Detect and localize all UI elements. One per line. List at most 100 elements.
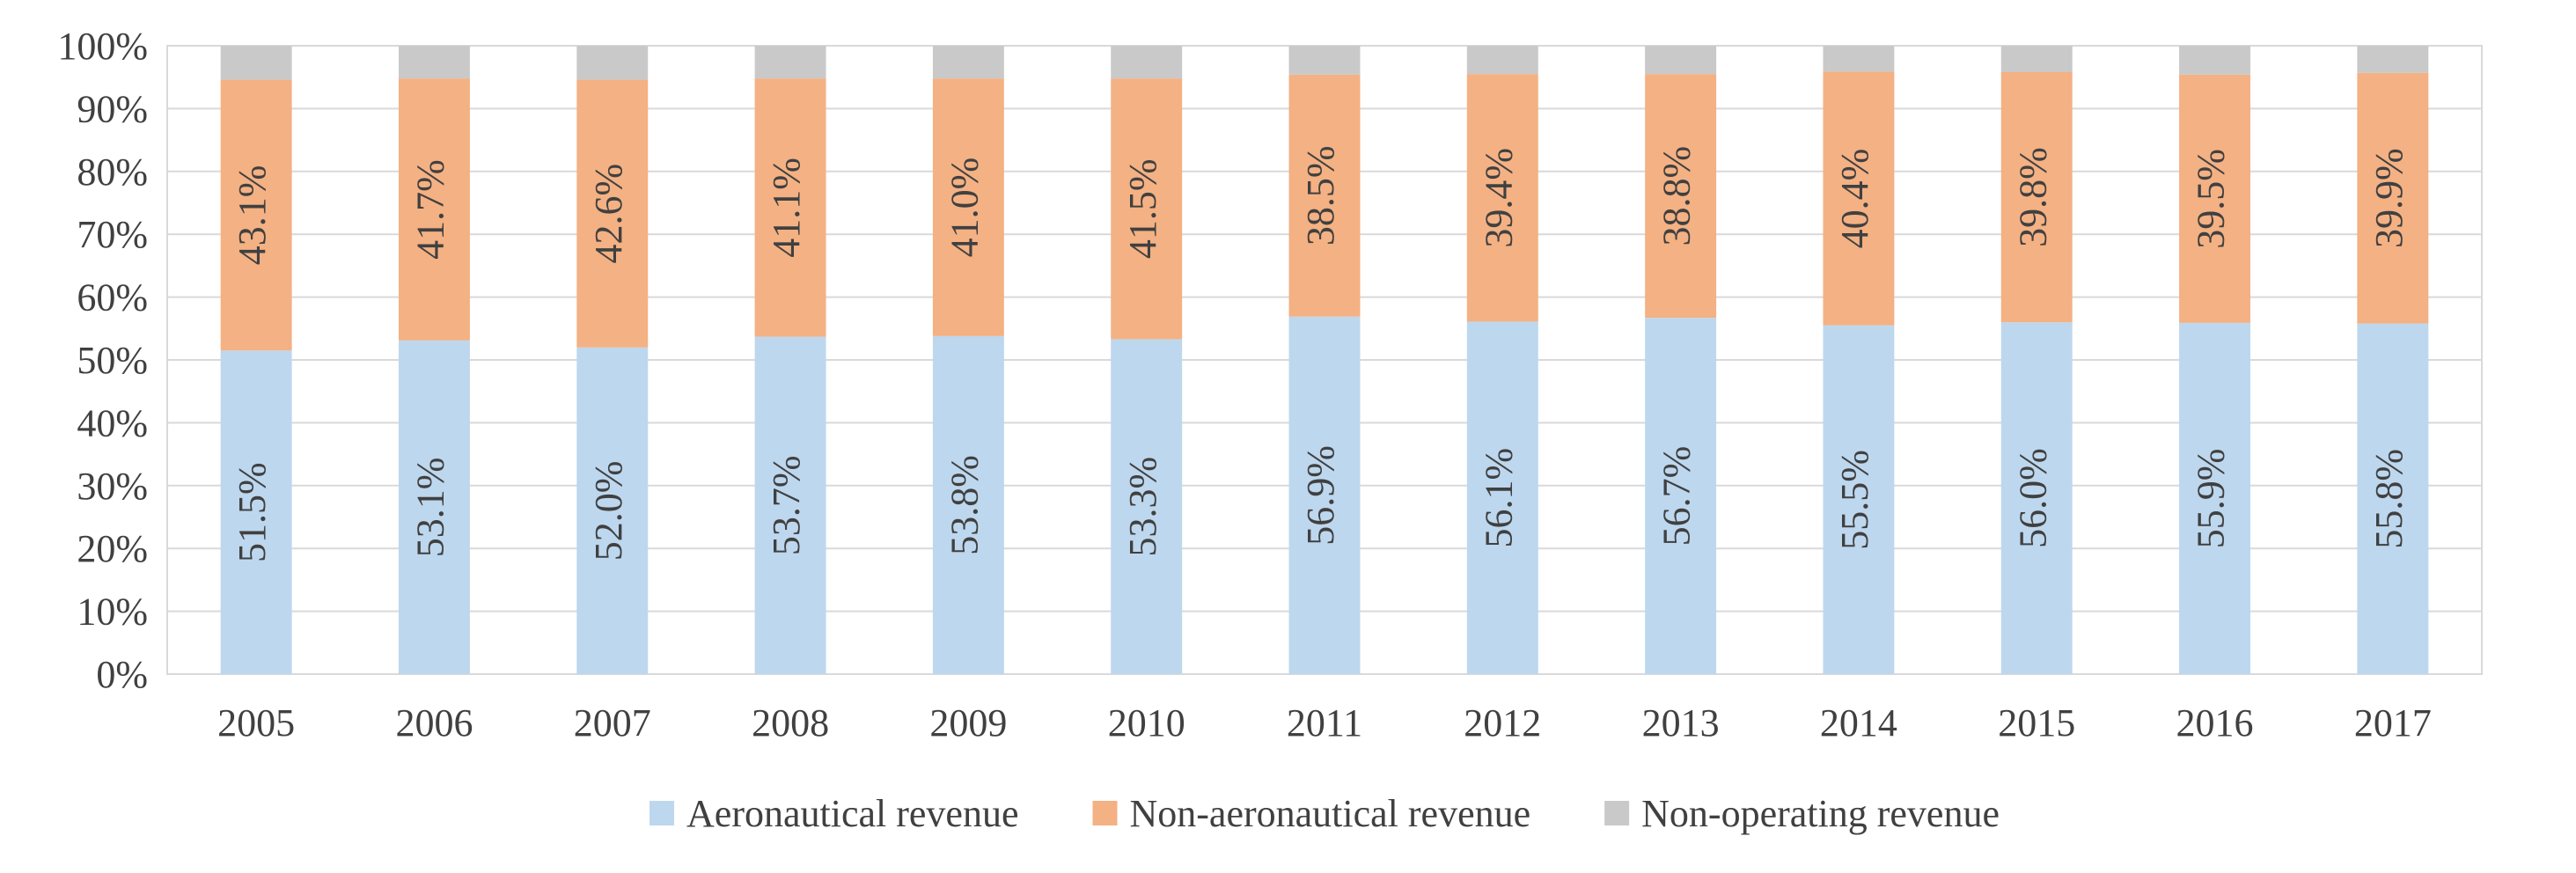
bar-segment — [1823, 71, 1895, 326]
x-tick-label: 2012 — [1464, 701, 1541, 745]
bar-segment — [220, 46, 292, 80]
x-tick-label: 2015 — [1998, 701, 2075, 745]
bar-segment — [576, 46, 649, 80]
legend-swatch — [1604, 801, 1630, 825]
bar-segment — [1111, 46, 1183, 79]
bar-segment — [2179, 322, 2250, 674]
x-axis: 2005 2006 2007 2008 2009 2010 2011 2012 2013 2014… — [217, 701, 2432, 745]
data-label: 53.1% — [409, 458, 452, 558]
bar-segment — [754, 336, 826, 674]
bar-segment — [1645, 74, 1717, 319]
legend: Aeronautical revenue Non-aeronautical rev… — [650, 792, 2000, 835]
y-tick-label: 50% — [77, 339, 148, 382]
x-tick-label: 2011 — [1287, 701, 1362, 745]
data-label: 39.9% — [2367, 148, 2411, 248]
bar-segment — [399, 46, 470, 79]
bar-segment — [932, 335, 1004, 674]
data-label: 38.8% — [1655, 146, 1699, 246]
bar-segment — [2000, 322, 2073, 674]
y-tick-label: 80% — [77, 150, 148, 194]
data-label: 39.5% — [2190, 149, 2233, 249]
legend-swatch — [1092, 801, 1118, 825]
bar-segment — [1823, 325, 1895, 674]
data-label: 56.0% — [2011, 448, 2054, 548]
data-label: 53.7% — [765, 455, 808, 555]
data-labels: 51.5% 43.1% 53.1% 41.7% 52.0% 42.6% 53.7% 41.1%… — [231, 145, 2411, 562]
data-label: 40.4% — [1833, 149, 1876, 249]
data-label: 53.3% — [1121, 457, 1164, 557]
bar-segment — [1466, 74, 1538, 322]
legend-label: Non-operating revenue — [1641, 792, 2000, 835]
data-label: 39.4% — [1477, 148, 1520, 248]
bar-segment — [2357, 72, 2429, 324]
y-tick-label: 30% — [77, 465, 148, 508]
bar-segment — [1466, 46, 1538, 75]
x-tick-label: 2010 — [1108, 701, 1185, 745]
bar-segment — [2179, 74, 2250, 323]
x-tick-label: 2008 — [752, 701, 829, 745]
bar-segment — [1288, 74, 1361, 317]
x-tick-label: 2016 — [2176, 701, 2254, 745]
data-label: 42.6% — [587, 164, 630, 264]
data-label: 56.7% — [1655, 446, 1699, 547]
y-axis: 0% 10% 20% 30% 40% 50% 60% 70% 80% 90% 100% — [57, 25, 148, 696]
data-label: 56.9% — [1299, 445, 1342, 546]
bars — [220, 46, 2429, 674]
bar-segment — [932, 46, 1004, 79]
bar-segment — [1645, 46, 1717, 75]
bar-segment — [220, 79, 292, 351]
bar-segment — [1111, 339, 1183, 674]
y-tick-label: 90% — [77, 87, 148, 130]
data-label: 56.1% — [1477, 448, 1520, 548]
bar-segment — [2000, 46, 2073, 72]
legend-item: Aeronautical revenue — [650, 792, 1019, 835]
data-label: 51.5% — [231, 462, 274, 562]
bar-segment — [576, 347, 649, 674]
y-tick-label: 40% — [77, 401, 148, 444]
y-tick-label: 20% — [77, 527, 148, 570]
bar-segment — [1823, 46, 1895, 72]
data-label: 55.5% — [1833, 450, 1876, 550]
x-tick-label: 2014 — [1820, 701, 1897, 745]
data-label: 39.8% — [2011, 147, 2054, 247]
legend-label: Non-aeronautical revenue — [1130, 792, 1531, 835]
data-label: 41.5% — [1121, 158, 1164, 259]
bar-segment — [576, 79, 649, 348]
data-label: 52.0% — [587, 461, 630, 561]
bar-segment — [220, 350, 292, 674]
bar-segment — [2357, 323, 2429, 674]
y-tick-label: 70% — [77, 213, 148, 256]
x-tick-label: 2009 — [929, 701, 1007, 745]
x-tick-label: 2017 — [2354, 701, 2432, 745]
legend-item: Non-aeronautical revenue — [1092, 792, 1531, 835]
legend-swatch — [650, 801, 675, 825]
legend-label: Aeronautical revenue — [686, 792, 1018, 835]
data-label: 38.5% — [1299, 145, 1342, 246]
bar-segment — [2357, 46, 2429, 73]
data-label: 55.9% — [2190, 449, 2233, 549]
y-tick-label: 10% — [77, 591, 148, 634]
x-tick-label: 2013 — [1642, 701, 1720, 745]
bar-segment — [1288, 316, 1361, 674]
x-tick-label: 2006 — [395, 701, 473, 745]
bar-segment — [754, 78, 826, 337]
bar-segment — [2179, 46, 2250, 75]
x-tick-label: 2007 — [574, 701, 651, 745]
bar-segment — [2000, 71, 2073, 323]
y-tick-label: 0% — [96, 653, 148, 696]
y-tick-label: 60% — [77, 276, 148, 319]
legend-item: Non-operating revenue — [1604, 792, 2000, 835]
bar-segment — [754, 46, 826, 79]
data-label: 55.8% — [2367, 449, 2411, 549]
data-label: 53.8% — [943, 455, 986, 555]
bar-segment — [1466, 321, 1538, 674]
y-tick-label: 100% — [57, 25, 148, 68]
bar-segment — [932, 78, 1004, 336]
bar-segment — [1645, 318, 1717, 674]
bar-segment — [1288, 46, 1361, 75]
data-label: 43.1% — [231, 165, 274, 266]
bar-segment — [399, 78, 470, 341]
data-label: 41.7% — [409, 159, 452, 260]
data-label: 41.0% — [943, 158, 986, 258]
